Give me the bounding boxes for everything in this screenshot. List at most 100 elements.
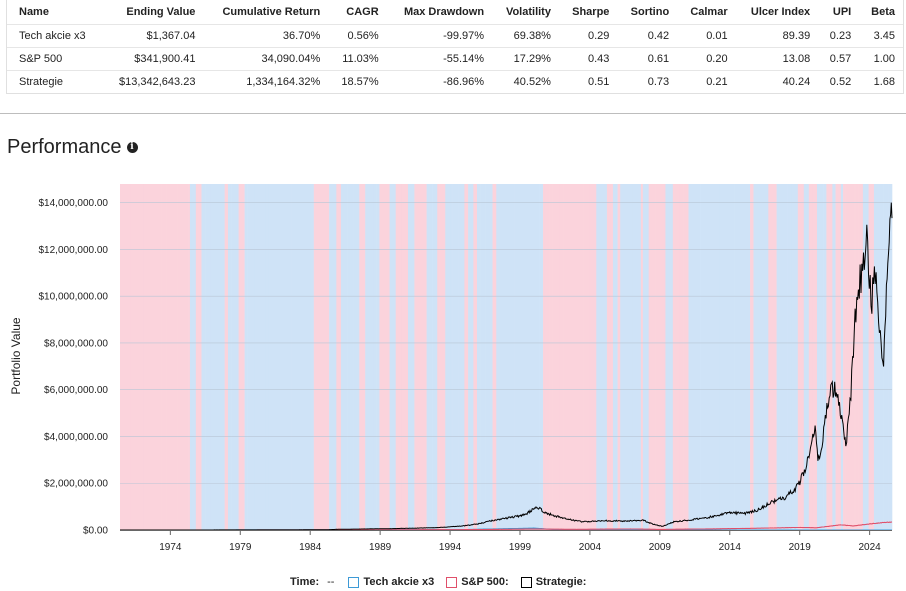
legend-item-sp500[interactable]: S&P 500: xyxy=(446,576,509,588)
regime-band xyxy=(205,184,212,530)
regime-band xyxy=(499,184,507,530)
cell-cumulative-return: 1,334,164.32% xyxy=(203,69,329,93)
x-tick-label: 2009 xyxy=(649,542,672,553)
regime-band xyxy=(362,184,366,530)
regime-band xyxy=(700,184,708,530)
regime-band xyxy=(888,184,893,530)
regime-band xyxy=(336,184,342,530)
cell-cumulative-return: 34,090.04% xyxy=(203,46,329,70)
regime-band xyxy=(812,184,818,530)
col-name[interactable]: Name xyxy=(19,5,49,18)
regime-band xyxy=(450,184,453,530)
regime-band xyxy=(655,184,659,530)
regime-band xyxy=(791,184,799,530)
col-sortino[interactable]: Sortino xyxy=(630,5,670,18)
regime-band xyxy=(247,184,253,530)
cell-upi: 0.23 xyxy=(818,23,860,47)
col-volatility[interactable]: Volatility xyxy=(505,5,551,18)
regime-band xyxy=(254,184,257,530)
legend-item-tech[interactable]: Tech akcie x3 xyxy=(348,576,434,588)
stats-table: Name Ending Value Cumulative Return CAGR… xyxy=(6,0,904,94)
regime-band xyxy=(662,184,666,530)
y-tick-label: $8,000,000.00 xyxy=(44,338,108,349)
regime-band xyxy=(251,184,255,530)
regime-band xyxy=(279,184,283,530)
regime-band xyxy=(179,184,184,530)
cell-sharpe: 0.43 xyxy=(558,46,618,70)
cell-calmar: 0.21 xyxy=(677,69,736,93)
regime-band xyxy=(310,184,315,530)
table-row: Tech akcie x3 $1,367.04 36.70% 0.56% -99… xyxy=(7,23,903,47)
regime-band xyxy=(319,184,326,530)
regime-band xyxy=(640,184,644,530)
regime-band xyxy=(468,184,474,530)
regime-band xyxy=(369,184,375,530)
x-tick-label: 1999 xyxy=(509,542,532,553)
regime-band xyxy=(151,184,158,530)
regime-band xyxy=(753,184,758,530)
x-tick-label: 1974 xyxy=(159,542,182,553)
regime-band xyxy=(606,184,610,530)
regime-band xyxy=(743,184,751,530)
regime-band xyxy=(832,184,836,530)
col-cumulative-return[interactable]: Cumulative Return xyxy=(222,5,321,18)
regime-band xyxy=(858,184,864,530)
col-calmar[interactable]: Calmar xyxy=(690,5,728,18)
col-ulcer-index[interactable]: Ulcer Index xyxy=(750,5,811,18)
regime-band xyxy=(719,184,725,530)
regime-band xyxy=(313,184,321,530)
cell-sharpe: 0.29 xyxy=(558,23,618,47)
regime-band xyxy=(291,184,296,530)
col-max-drawdown[interactable]: Max Drawdown xyxy=(403,5,485,18)
regime-band xyxy=(797,184,805,530)
cell-calmar: 0.20 xyxy=(677,46,736,70)
section-divider xyxy=(0,113,906,114)
regime-band xyxy=(601,184,608,530)
regime-band xyxy=(823,184,827,530)
x-tick-label: 1979 xyxy=(229,542,252,553)
regime-band xyxy=(625,184,633,530)
regime-band xyxy=(224,184,229,530)
col-upi[interactable]: UPI xyxy=(832,5,852,18)
regime-band xyxy=(843,184,846,530)
cell-max-drawdown: -99.97% xyxy=(386,23,493,47)
regime-band xyxy=(883,184,889,530)
regime-band xyxy=(835,184,838,530)
regime-band xyxy=(679,184,684,530)
col-sharpe[interactable]: Sharpe xyxy=(572,5,610,18)
col-beta[interactable]: Beta xyxy=(871,5,895,18)
regime-band xyxy=(620,184,624,530)
regime-band xyxy=(552,184,556,530)
col-cagr[interactable]: CAGR xyxy=(346,5,379,18)
regime-band xyxy=(366,184,370,530)
regime-band xyxy=(664,184,666,530)
regime-band xyxy=(188,184,191,530)
regime-band xyxy=(426,184,433,530)
regime-band xyxy=(596,184,602,530)
series-line-strategie[interactable] xyxy=(120,202,893,531)
y-tick-label: $10,000,000.00 xyxy=(38,292,108,303)
regime-band xyxy=(728,184,735,530)
regime-band xyxy=(244,184,248,530)
y-tick-label: $4,000,000.00 xyxy=(44,432,108,443)
cell-ending-value: $341,900.41 xyxy=(102,46,204,70)
regime-band xyxy=(183,184,189,530)
regime-band xyxy=(862,184,869,530)
regime-band xyxy=(340,184,348,530)
cell-cagr: 11.03% xyxy=(328,46,387,70)
regime-band xyxy=(539,184,544,530)
legend-item-strategie[interactable]: Strategie: xyxy=(520,576,586,588)
regime-band xyxy=(873,184,878,530)
regime-band xyxy=(130,184,134,530)
info-icon[interactable]: i xyxy=(126,142,138,153)
regime-band xyxy=(359,184,363,530)
regime-band xyxy=(395,184,403,530)
cell-upi: 0.52 xyxy=(818,69,860,93)
cell-ending-value: $13,342,643.23 xyxy=(102,69,204,93)
legend-swatch-sp500 xyxy=(446,576,458,588)
regime-band xyxy=(432,184,438,530)
regime-band xyxy=(771,184,777,530)
col-ending-value[interactable]: Ending Value xyxy=(126,5,196,18)
regime-band xyxy=(227,184,232,530)
